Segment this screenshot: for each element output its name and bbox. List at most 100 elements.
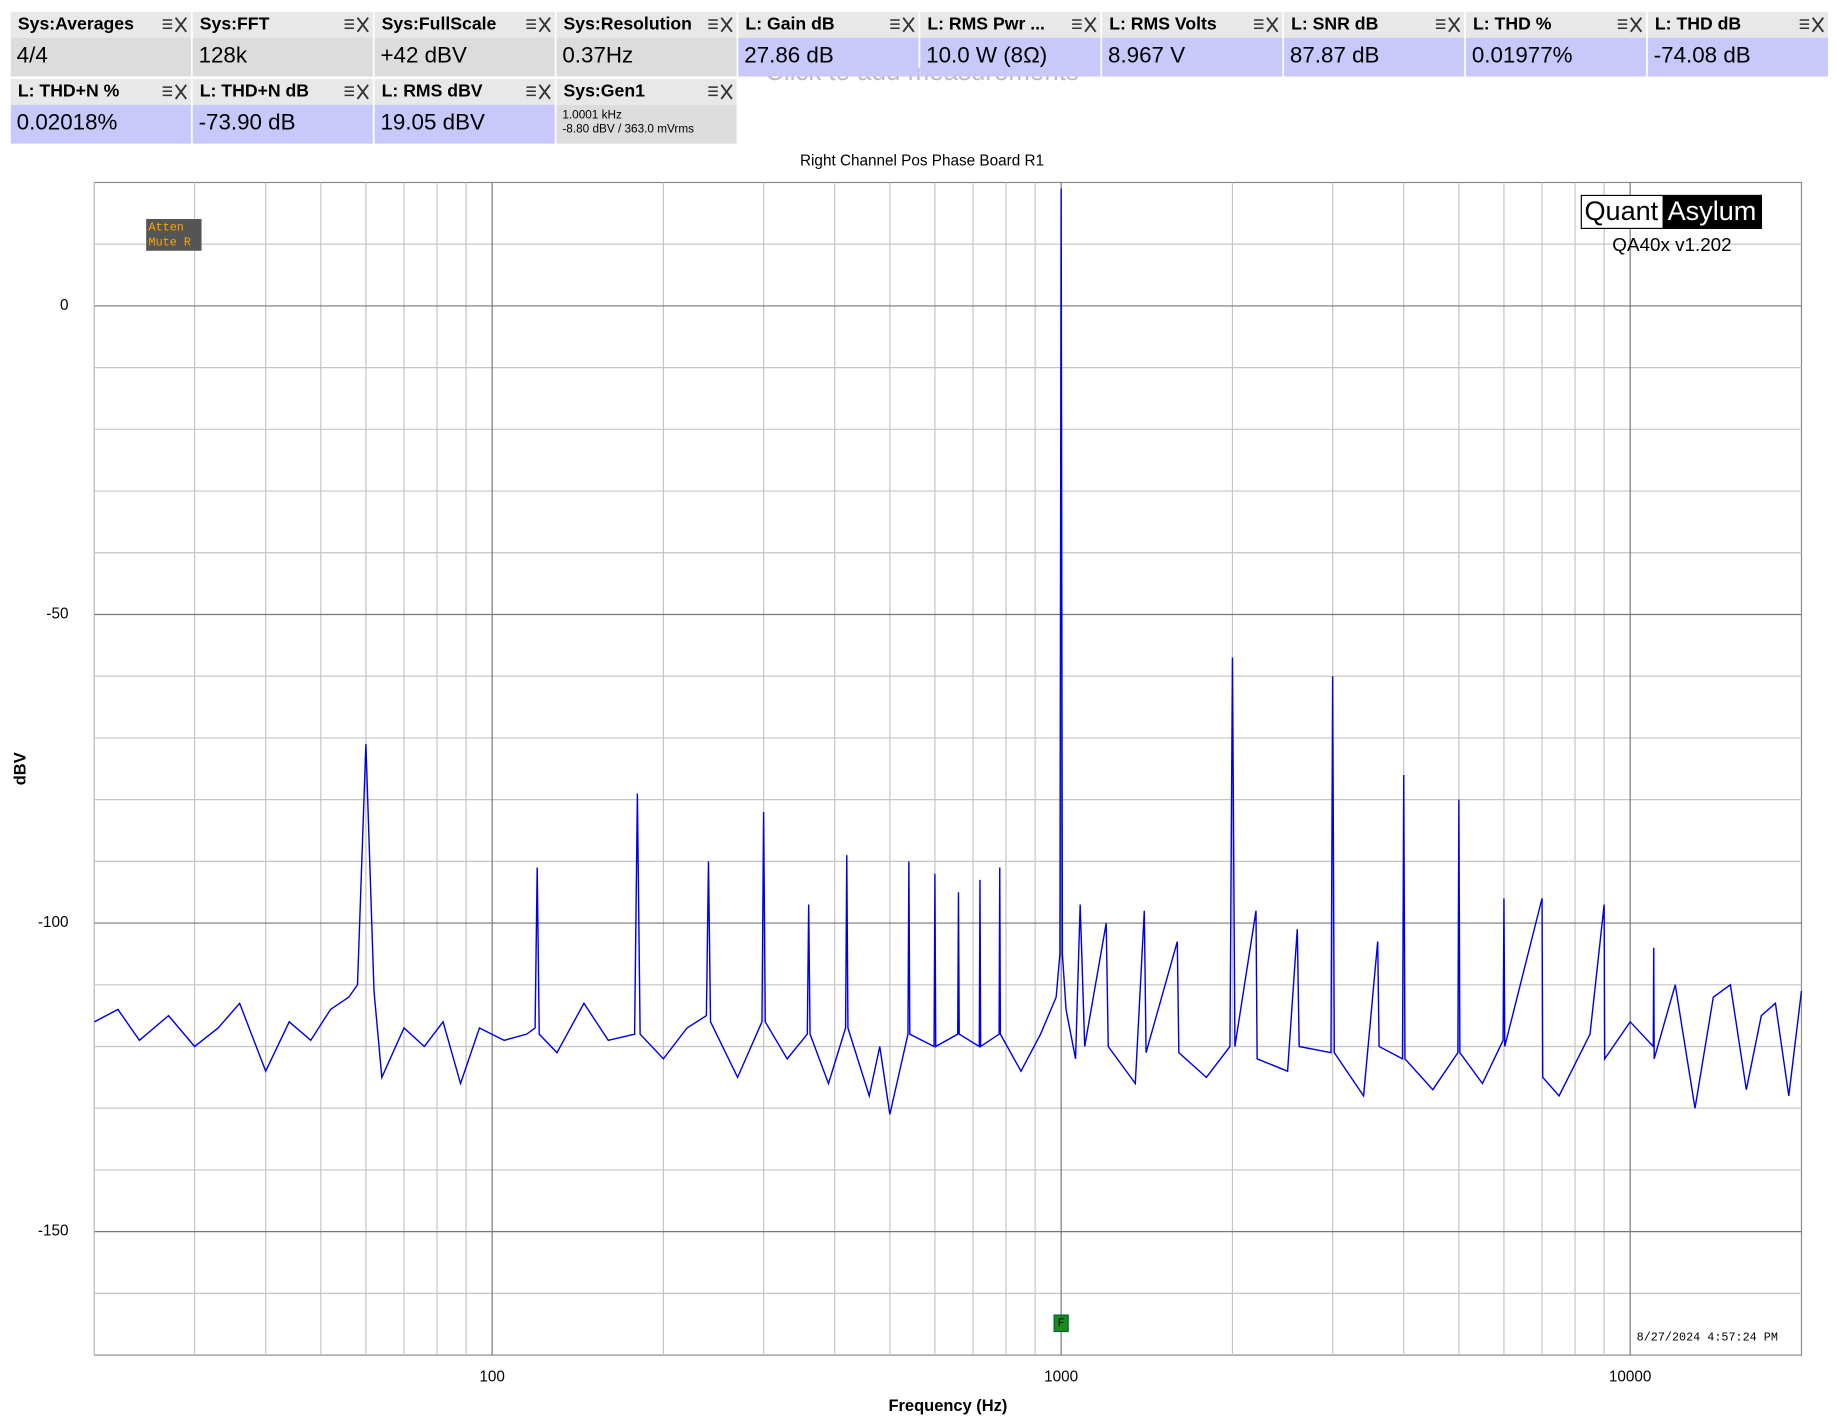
tile-label: L: RMS Volts [1109, 13, 1217, 33]
tile-value-line: -8.80 dBV / 363.0 mVrms [562, 123, 694, 136]
tile-value: 19.05 dBV [380, 110, 485, 135]
tile-header [920, 11, 1101, 38]
tile-value: 27.86 dB [744, 42, 834, 67]
tile-label: Sys:Gen1 [564, 80, 646, 100]
tile-label: Sys:FFT [200, 13, 270, 33]
tile-value: 8.967 V [1108, 42, 1185, 67]
tile-body [1284, 37, 1465, 77]
tile[interactable]: L: RMS Volts 8.967 V [1102, 11, 1283, 77]
close-icon[interactable] [720, 84, 733, 100]
tile-body [920, 37, 1101, 77]
badge: Mute R [149, 236, 191, 250]
close-icon[interactable] [356, 17, 369, 33]
tile-header [374, 78, 555, 105]
chart-title: Right Channel Pos Phase Board R1 [800, 152, 1044, 169]
spectrum-line [94, 188, 1803, 1115]
tile-body [192, 37, 373, 77]
tile-label: L: THD+N dB [200, 80, 309, 100]
tile-label: L: THD+N % [18, 80, 120, 100]
y-tick-label: -100 [38, 914, 69, 931]
tile[interactable]: L: THD+N dB -73.90 dB [192, 78, 373, 144]
tile-header [192, 11, 373, 38]
tile-value: 87.87 dB [1290, 42, 1380, 67]
tile-label: Sys:Resolution [564, 13, 692, 33]
tile[interactable]: L: THD+N % 0.02018% [10, 78, 191, 144]
tile-header [10, 11, 191, 38]
tile-header [192, 78, 373, 105]
tile-body [556, 104, 737, 144]
plot: F [94, 188, 1803, 1333]
tile[interactable]: L: SNR dB 87.87 dB [1284, 11, 1465, 77]
tile-header [1647, 11, 1828, 38]
badge-box [146, 218, 202, 251]
tile-label: Sys:FullScale [382, 13, 497, 33]
tile[interactable]: Sys:Gen1 1.0001 kHz -8.80 dBV / 363.0 mVrm… [556, 78, 737, 144]
tile[interactable]: L: THD % 0.01977% [1465, 11, 1647, 77]
close-icon[interactable] [1084, 17, 1097, 33]
tile-value-line: 1.0001 kHz [562, 108, 622, 121]
badge: Atten [149, 220, 184, 234]
tile-header [1465, 11, 1647, 38]
tile-header [1284, 11, 1465, 38]
tile-value: 128k [199, 42, 248, 67]
timestamp: 8/27/2024 4:57:24 PM [1637, 1331, 1778, 1345]
tile[interactable]: L: THD dB -74.08 dB [1647, 11, 1828, 77]
close-icon[interactable] [538, 84, 551, 100]
tile-body [1465, 37, 1647, 77]
tile[interactable]: L: RMS Pwr ... 10.0 W (8Ω) [920, 11, 1101, 77]
x-axis-label: Frequency (Hz) [888, 1397, 1007, 1415]
close-icon[interactable] [538, 17, 551, 33]
close-icon[interactable] [174, 84, 187, 100]
y-axis-label: dBV [12, 752, 30, 785]
plot-area [93, 181, 1803, 1356]
tile-body [738, 37, 919, 77]
close-icon[interactable] [902, 17, 915, 33]
tile-body [1647, 37, 1828, 77]
close-icon[interactable] [1266, 17, 1279, 33]
tile[interactable]: L: RMS dBV 19.05 dBV [374, 78, 555, 144]
tile-header [1102, 11, 1283, 38]
tile[interactable]: Sys:FFT 128k [192, 11, 373, 77]
logo-version: QA40x v1.202 [1612, 234, 1731, 255]
x-tick-label: 100 [479, 1368, 505, 1385]
tile[interactable]: Sys:FullScale +42 dBV [374, 11, 555, 77]
tile[interactable]: L: Gain dB 27.86 dB [738, 11, 919, 77]
close-icon[interactable] [1630, 17, 1643, 33]
tile-value: -73.90 dB [199, 110, 296, 135]
tile[interactable]: Sys:Averages 4/4 [10, 11, 191, 77]
tile-label: L: THD dB [1655, 13, 1741, 33]
close-icon[interactable] [174, 17, 187, 33]
freq-marker[interactable] [1053, 1314, 1069, 1333]
tile-header [374, 11, 555, 38]
x-tick-label: 10000 [1609, 1368, 1652, 1385]
close-icon[interactable] [356, 84, 369, 100]
y-tick-label: -50 [46, 606, 68, 623]
tile-header [10, 78, 191, 105]
tile-header [738, 11, 919, 38]
close-icon[interactable] [1811, 17, 1825, 33]
tile-label: Sys:Averages [18, 13, 134, 33]
tile-label: L: RMS dBV [382, 80, 483, 100]
tile-body [1102, 37, 1283, 77]
tile-body [556, 37, 737, 77]
tile[interactable]: Sys:Resolution 0.37Hz [556, 11, 737, 77]
y-tick-label: 0 [60, 297, 69, 314]
close-icon[interactable] [1448, 17, 1461, 33]
tile-value: 0.02018% [17, 110, 118, 135]
tile-body [10, 37, 191, 77]
tile-value: 0.01977% [1472, 42, 1573, 67]
tile-label: L: SNR dB [1291, 13, 1378, 33]
close-icon[interactable] [720, 17, 733, 33]
tile-body [374, 104, 555, 144]
logo-dark [1662, 195, 1762, 229]
tile-body [192, 104, 373, 144]
tile-value: +42 dBV [380, 42, 466, 67]
tile-header [556, 11, 737, 38]
tile-label: L: Gain dB [745, 13, 834, 33]
tile-label: L: THD % [1473, 13, 1552, 33]
tile-label: L: RMS Pwr ... [927, 13, 1045, 33]
tile-value: -74.08 dB [1654, 42, 1751, 67]
tile-value: 0.37Hz [562, 42, 633, 67]
tiles: Sys:Averages 4/4 Sys:FFT 128k Sys:FullScale +… [10, 11, 1828, 144]
